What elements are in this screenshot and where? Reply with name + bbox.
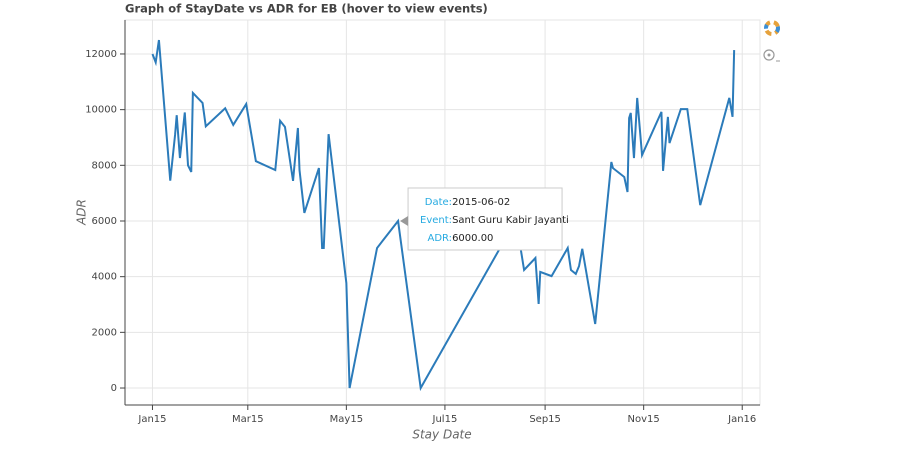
y-tick-label: 4000 bbox=[92, 272, 117, 283]
x-tick-label: Sep15 bbox=[529, 414, 561, 425]
x-tick-label: May15 bbox=[330, 414, 363, 425]
tooltip-value: Sant Guru Kabir Jayanti bbox=[452, 215, 569, 226]
x-tick-label: Nov15 bbox=[628, 414, 660, 425]
tooltip-arrow bbox=[400, 215, 409, 226]
x-tick-label: Jan16 bbox=[727, 414, 756, 425]
x-axis-label: Stay Date bbox=[412, 428, 471, 442]
y-tick-label: 10000 bbox=[85, 105, 117, 116]
y-tick-label: 12000 bbox=[85, 49, 117, 60]
data-line bbox=[151, 39, 736, 392]
tooltip-label: Date: bbox=[425, 197, 452, 208]
hover-tool[interactable] bbox=[763, 49, 780, 62]
x-tick-label: Jan15 bbox=[137, 414, 166, 425]
y-axis-label: ADR bbox=[75, 199, 89, 226]
y-tick-label: 2000 bbox=[92, 327, 117, 338]
x-tick-label: Mar15 bbox=[232, 414, 264, 425]
toolbar bbox=[763, 20, 780, 62]
y-tick-label: 8000 bbox=[92, 160, 117, 171]
chart-title: Graph of StayDate vs ADR for EB (hover t… bbox=[125, 2, 488, 16]
x-tick-label: Jul15 bbox=[432, 414, 458, 425]
tooltip-value: 6000.00 bbox=[452, 233, 493, 244]
tooltip-value: 2015-06-02 bbox=[452, 197, 510, 208]
tooltip-label: Event: bbox=[420, 215, 452, 226]
tooltip-label: ADR: bbox=[428, 233, 453, 244]
y-tick-label: 6000 bbox=[92, 216, 117, 227]
bokeh-logo[interactable] bbox=[764, 20, 780, 36]
y-tick-label: 0 bbox=[111, 383, 117, 394]
